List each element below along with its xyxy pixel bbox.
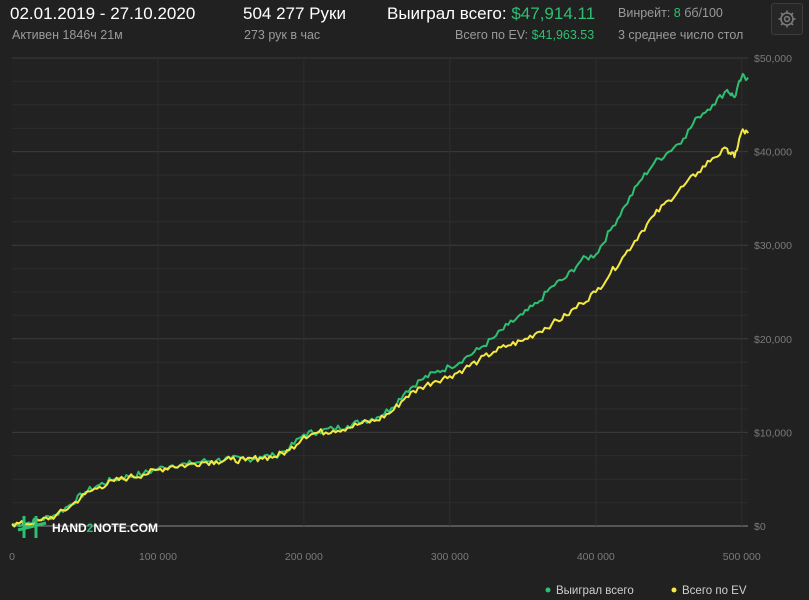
avg-tables: 3 среднее число стол: [618, 28, 744, 42]
y-tick-label: $0: [754, 521, 766, 533]
gear-icon: [778, 10, 796, 28]
won-total-label: Выиграл всего:: [387, 4, 507, 23]
won-total-value: $47,914.11: [511, 4, 596, 23]
winrate: Винрейт: 8 бб/100: [618, 6, 723, 20]
x-tick-label: 200 000: [285, 551, 323, 563]
x-tick-label: 300 000: [431, 551, 469, 563]
series-line-1: [11, 128, 749, 528]
hands-count: 504 277 Руки: [243, 4, 346, 23]
y-tick-label: $30,000: [754, 240, 792, 252]
legend-label-0: Выиграл всего: [556, 585, 634, 597]
legend-marker-0: [545, 587, 551, 593]
logo-icon: [17, 516, 47, 538]
date-range: 02.01.2019 - 27.10.2020: [10, 4, 196, 23]
ev-total: Всего по EV: $41,963.53: [455, 28, 594, 42]
y-tick-label: $20,000: [754, 334, 792, 346]
active-time: Активен 1846ч 21м: [12, 28, 123, 42]
x-tick-label: 400 000: [577, 551, 615, 563]
hands-per-hour: 273 рук в час: [244, 28, 321, 42]
ev-total-label: Всего по EV:: [455, 28, 529, 42]
settings-button[interactable]: [771, 3, 803, 35]
ev-total-value: $41,963.53: [531, 28, 595, 42]
y-tick-label: $50,000: [754, 53, 792, 65]
x-tick-label: 0: [9, 551, 15, 563]
logo: HAND2NOTE.COM: [17, 516, 158, 538]
series-line-0: [11, 72, 749, 528]
winrate-unit: бб/100: [684, 6, 723, 20]
logo-text: HAND2NOTE.COM: [52, 521, 158, 535]
x-tick-label: 500 000: [723, 551, 761, 563]
y-tick-label: $40,000: [754, 147, 792, 159]
winrate-label: Винрейт:: [618, 6, 671, 20]
won-total: Выиграл всего: $47,914.11: [387, 4, 595, 24]
x-tick-label: 100 000: [139, 551, 177, 563]
y-tick-label: $10,000: [754, 427, 792, 439]
winrate-value: 8: [673, 6, 681, 20]
legend-label-1: Всего по EV: [682, 585, 747, 597]
legend-marker-1: [671, 587, 677, 593]
